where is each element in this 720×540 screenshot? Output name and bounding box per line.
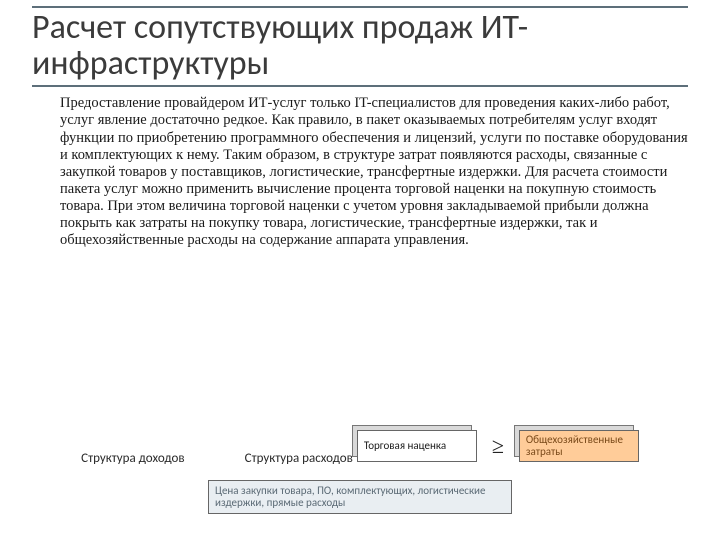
- left-box-markup: Торговая наценка: [357, 430, 477, 462]
- left-stackbox: Торговая наценка: [357, 430, 477, 462]
- header-expense: Структура расходов: [245, 451, 353, 466]
- title-underline: [32, 85, 688, 87]
- bottom-box-purchase-costs: Цена закупки товара, ПО, комплектующих, …: [208, 480, 512, 514]
- slide: Расчет сопутствующих продаж ИТ-инфрастру…: [0, 0, 720, 540]
- header-income: Структура доходов: [81, 451, 185, 466]
- income-expense-diagram: Структура доходов Структура расходов Тор…: [0, 430, 720, 514]
- slide-title: Расчет сопутствующих продаж ИТ-инфрастру…: [32, 10, 688, 81]
- diagram-comparison-row: Торговая наценка ≥ Общехозяйственные зат…: [357, 430, 639, 462]
- geq-operator: ≥: [483, 433, 513, 459]
- right-stackbox: Общехозяйственные затраты: [519, 430, 639, 462]
- body-paragraph: Предоставление провайдером ИТ-услуг толь…: [60, 95, 688, 249]
- diagram-headers: Структура доходов Структура расходов: [81, 451, 353, 466]
- right-box-overhead: Общехозяйственные затраты: [519, 430, 639, 462]
